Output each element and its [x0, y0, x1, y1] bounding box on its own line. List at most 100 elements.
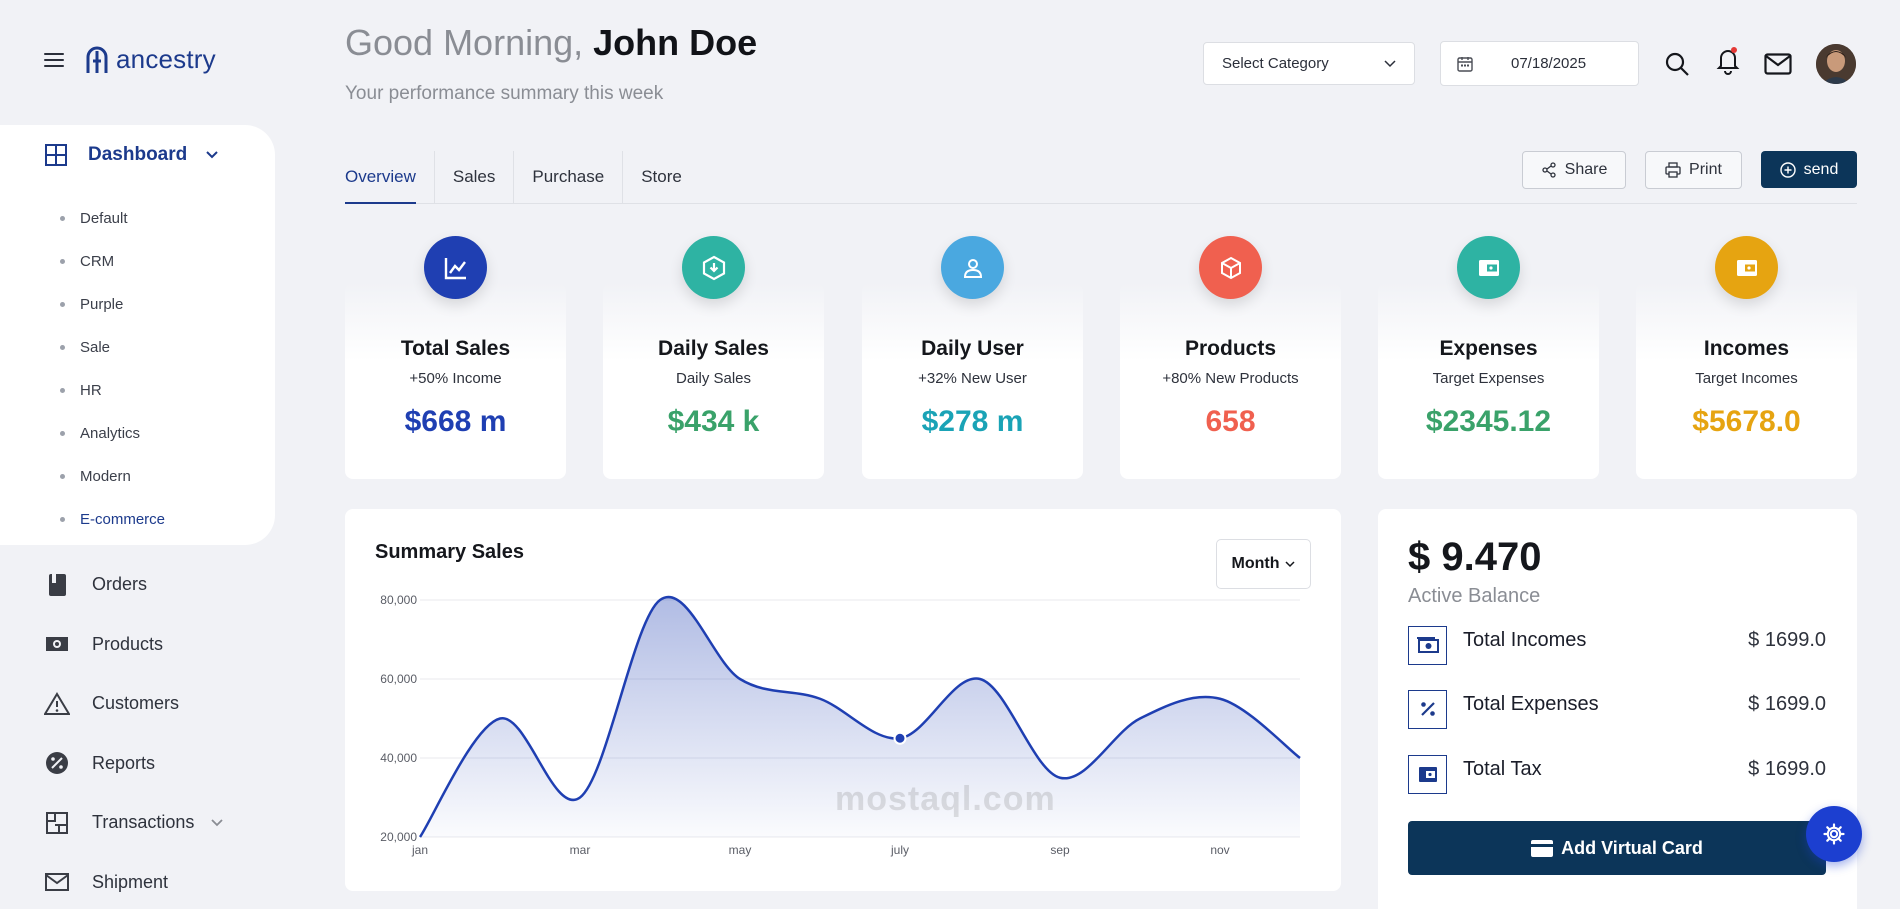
cash-icon — [44, 631, 70, 657]
wallet-icon — [1715, 236, 1778, 299]
sidebar-item-shipment[interactable]: Shipment — [44, 853, 224, 909]
sidebar-item-customers[interactable]: Customers — [44, 674, 224, 734]
watermark: mostaql.com — [835, 780, 1056, 818]
stat-card: Daily User +32% New User $278 m — [862, 283, 1083, 479]
chart-title: Summary Sales — [375, 541, 524, 563]
menu-toggle-icon[interactable] — [44, 52, 64, 67]
chevron-down-icon — [1384, 59, 1396, 67]
sidebar: ancestry Dashboard Default CRM Purple Sa… — [0, 0, 275, 909]
submenu-item-modern[interactable]: Modern — [60, 455, 165, 498]
bullet-icon — [60, 216, 65, 221]
percent-badge-icon — [44, 750, 70, 776]
print-label: Print — [1689, 161, 1722, 178]
period-select[interactable]: Month — [1216, 539, 1311, 589]
submenu-label: Default — [80, 210, 128, 227]
grid-icon — [45, 144, 67, 166]
add-virtual-card-button[interactable]: Add Virtual Card — [1408, 821, 1826, 875]
user-name: John Doe — [593, 22, 758, 63]
tab-active-indicator — [345, 202, 416, 204]
mail-icon[interactable] — [1764, 50, 1792, 78]
submenu-label: E-commerce — [80, 511, 166, 528]
submenu-item-ecommerce[interactable]: E-commerce — [60, 498, 165, 541]
date-value: 07/18/2025 — [1511, 55, 1587, 72]
sidebar-item-label: Customers — [92, 693, 180, 714]
tab-sales[interactable]: Sales — [435, 151, 515, 203]
submenu-item-sale[interactable]: Sale — [60, 326, 165, 369]
tab-overview[interactable]: Overview — [345, 151, 435, 203]
avatar[interactable] — [1816, 44, 1856, 84]
balance-row-expenses: Total Expenses $ 1699.0 — [1408, 689, 1826, 729]
submenu-item-crm[interactable]: CRM — [60, 240, 165, 283]
stat-subtitle: Daily Sales — [675, 370, 752, 387]
page-subtitle: Your performance summary this week — [345, 83, 664, 104]
x-tick-label: mar — [570, 843, 591, 857]
sidebar-item-products[interactable]: Products — [44, 615, 224, 675]
bell-icon[interactable] — [1714, 46, 1742, 75]
warning-icon — [44, 691, 70, 717]
calendar-icon — [1457, 56, 1473, 72]
stat-title: Daily Sales — [658, 337, 769, 360]
category-select[interactable]: Select Category — [1203, 42, 1415, 85]
series-area — [420, 596, 1300, 837]
sidebar-item-reports[interactable]: Reports — [44, 734, 224, 794]
bullet-icon — [60, 259, 65, 264]
sidebar-nav: Orders Products Customers Reports Transa… — [44, 555, 224, 909]
bullet-icon — [60, 388, 65, 393]
sidebar-item-label: Shipment — [92, 871, 169, 892]
credit-card-icon — [1531, 839, 1554, 857]
stat-subtitle: Target Incomes — [1695, 370, 1798, 387]
y-tick-label: 40,000 — [380, 751, 417, 765]
date-picker[interactable]: 07/18/2025 — [1440, 41, 1639, 86]
x-tick-label: sep — [1050, 843, 1070, 857]
print-button[interactable]: Print — [1645, 151, 1742, 189]
user-icon — [941, 236, 1004, 299]
submenu-item-purple[interactable]: Purple — [60, 283, 165, 326]
stat-subtitle: +50% Income — [409, 370, 502, 387]
balance-row-incomes: Total Incomes $ 1699.0 — [1408, 625, 1826, 665]
highlight-point — [893, 731, 907, 745]
chevron-down-icon — [1285, 560, 1296, 567]
y-tick-label: 60,000 — [380, 672, 417, 686]
sidebar-item-dashboard[interactable]: Dashboard — [44, 143, 219, 167]
stat-title: Incomes — [1703, 337, 1790, 360]
share-button[interactable]: Share — [1522, 151, 1626, 189]
balance-row-amount: $ 1699.0 — [1748, 692, 1826, 715]
chart-line-icon — [424, 236, 487, 299]
sidebar-item-label: Orders — [92, 574, 148, 595]
sidebar-item-label: Dashboard — [88, 144, 188, 165]
stat-value: $668 m — [404, 405, 507, 438]
bullet-icon — [60, 474, 65, 479]
stat-card: Daily Sales Daily Sales $434 k — [603, 283, 824, 479]
dashboard-panel: Dashboard Default CRM Purple Sale HR Ana… — [0, 125, 275, 545]
stat-card: Products +80% New Products 658 — [1120, 283, 1341, 479]
summary-sales-card: 80,000 60,000 40,000 20,000 jan mar may july sep… — [345, 509, 1341, 891]
balance-row-amount: $ 1699.0 — [1748, 757, 1826, 780]
sidebar-item-orders[interactable]: Orders — [44, 555, 224, 615]
x-tick-label: july — [890, 843, 909, 857]
sidebar-item-label: Products — [92, 633, 164, 654]
share-icon — [1541, 162, 1556, 178]
send-button[interactable]: send — [1761, 151, 1857, 188]
stat-value: $278 m — [921, 405, 1024, 438]
mail-icon — [44, 869, 70, 895]
bullet-icon — [60, 345, 65, 350]
stat-subtitle: +32% New User — [918, 370, 1027, 387]
submenu-label: Sale — [80, 339, 111, 356]
submenu-item-analytics[interactable]: Analytics — [60, 412, 165, 455]
tab-purchase[interactable]: Purchase — [514, 151, 624, 203]
search-icon[interactable] — [1663, 50, 1691, 78]
sidebar-item-transactions[interactable]: Transactions — [44, 793, 224, 853]
percent-icon — [1408, 689, 1447, 729]
balance-card: $ 9.470 Active Balance Total Incomes $ 1… — [1378, 509, 1857, 909]
submenu-item-hr[interactable]: HR — [60, 369, 165, 412]
submenu-label: HR — [80, 382, 102, 399]
submenu-label: Analytics — [80, 425, 141, 442]
y-tick-label: 80,000 — [380, 593, 417, 607]
balance-row-label: Total Incomes — [1463, 628, 1587, 651]
settings-gear-icon[interactable] — [1806, 806, 1862, 862]
stat-card: Incomes Target Incomes $5678.0 — [1636, 283, 1857, 479]
cube-download-icon — [682, 236, 745, 299]
submenu-item-default[interactable]: Default — [60, 197, 165, 240]
tab-store[interactable]: Store — [641, 167, 682, 186]
greeting: Good Morning, John Doe — [345, 22, 757, 64]
